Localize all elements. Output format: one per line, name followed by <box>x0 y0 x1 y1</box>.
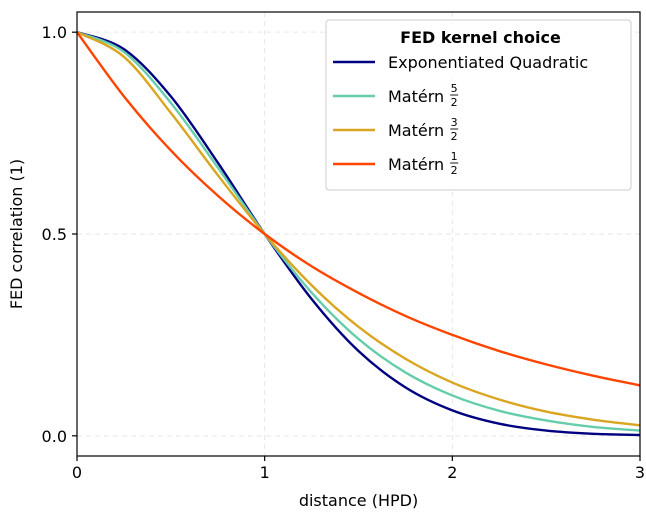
series-line-2 <box>76 31 641 432</box>
legend-box <box>325 19 632 191</box>
x-tick-label: 1 <box>260 463 270 482</box>
x-tick-label: 0 <box>72 463 82 482</box>
legend-frac-numerator-4: 1 <box>451 150 458 163</box>
legend-frac-denominator-2: 2 <box>451 96 458 109</box>
x-ticks: 0 1 2 3 <box>72 456 645 482</box>
series-line-4 <box>76 31 641 387</box>
x-tick-label: 3 <box>635 463 645 482</box>
y-tick-label: 0.0 <box>42 427 67 446</box>
legend: FED kernel choice Exponentiated Quadrati… <box>325 19 632 191</box>
series-layer <box>76 31 641 437</box>
x-tick-label: 2 <box>447 463 457 482</box>
y-axis-label: FED correlation (1) <box>7 159 26 309</box>
legend-label-1: Exponentiated Quadratic <box>388 53 588 72</box>
legend-label-4: Matérn <box>388 155 444 174</box>
legend-frac-denominator-4: 2 <box>451 164 458 177</box>
x-axis-label: distance (HPD) <box>299 491 418 510</box>
legend-frac-numerator-2: 5 <box>451 82 458 95</box>
legend-frac-numerator-3: 3 <box>451 116 458 129</box>
y-ticks: 0.0 0.5 1.0 <box>42 23 77 446</box>
legend-label-2: Matérn <box>388 87 444 106</box>
series-line-3 <box>76 31 641 427</box>
y-tick-label: 1.0 <box>42 23 67 42</box>
legend-title: FED kernel choice <box>400 28 561 47</box>
y-tick-label: 0.5 <box>42 225 67 244</box>
legend-frac-denominator-3: 2 <box>451 130 458 143</box>
legend-label-3: Matérn <box>388 121 444 140</box>
series-line-1 <box>76 31 641 437</box>
